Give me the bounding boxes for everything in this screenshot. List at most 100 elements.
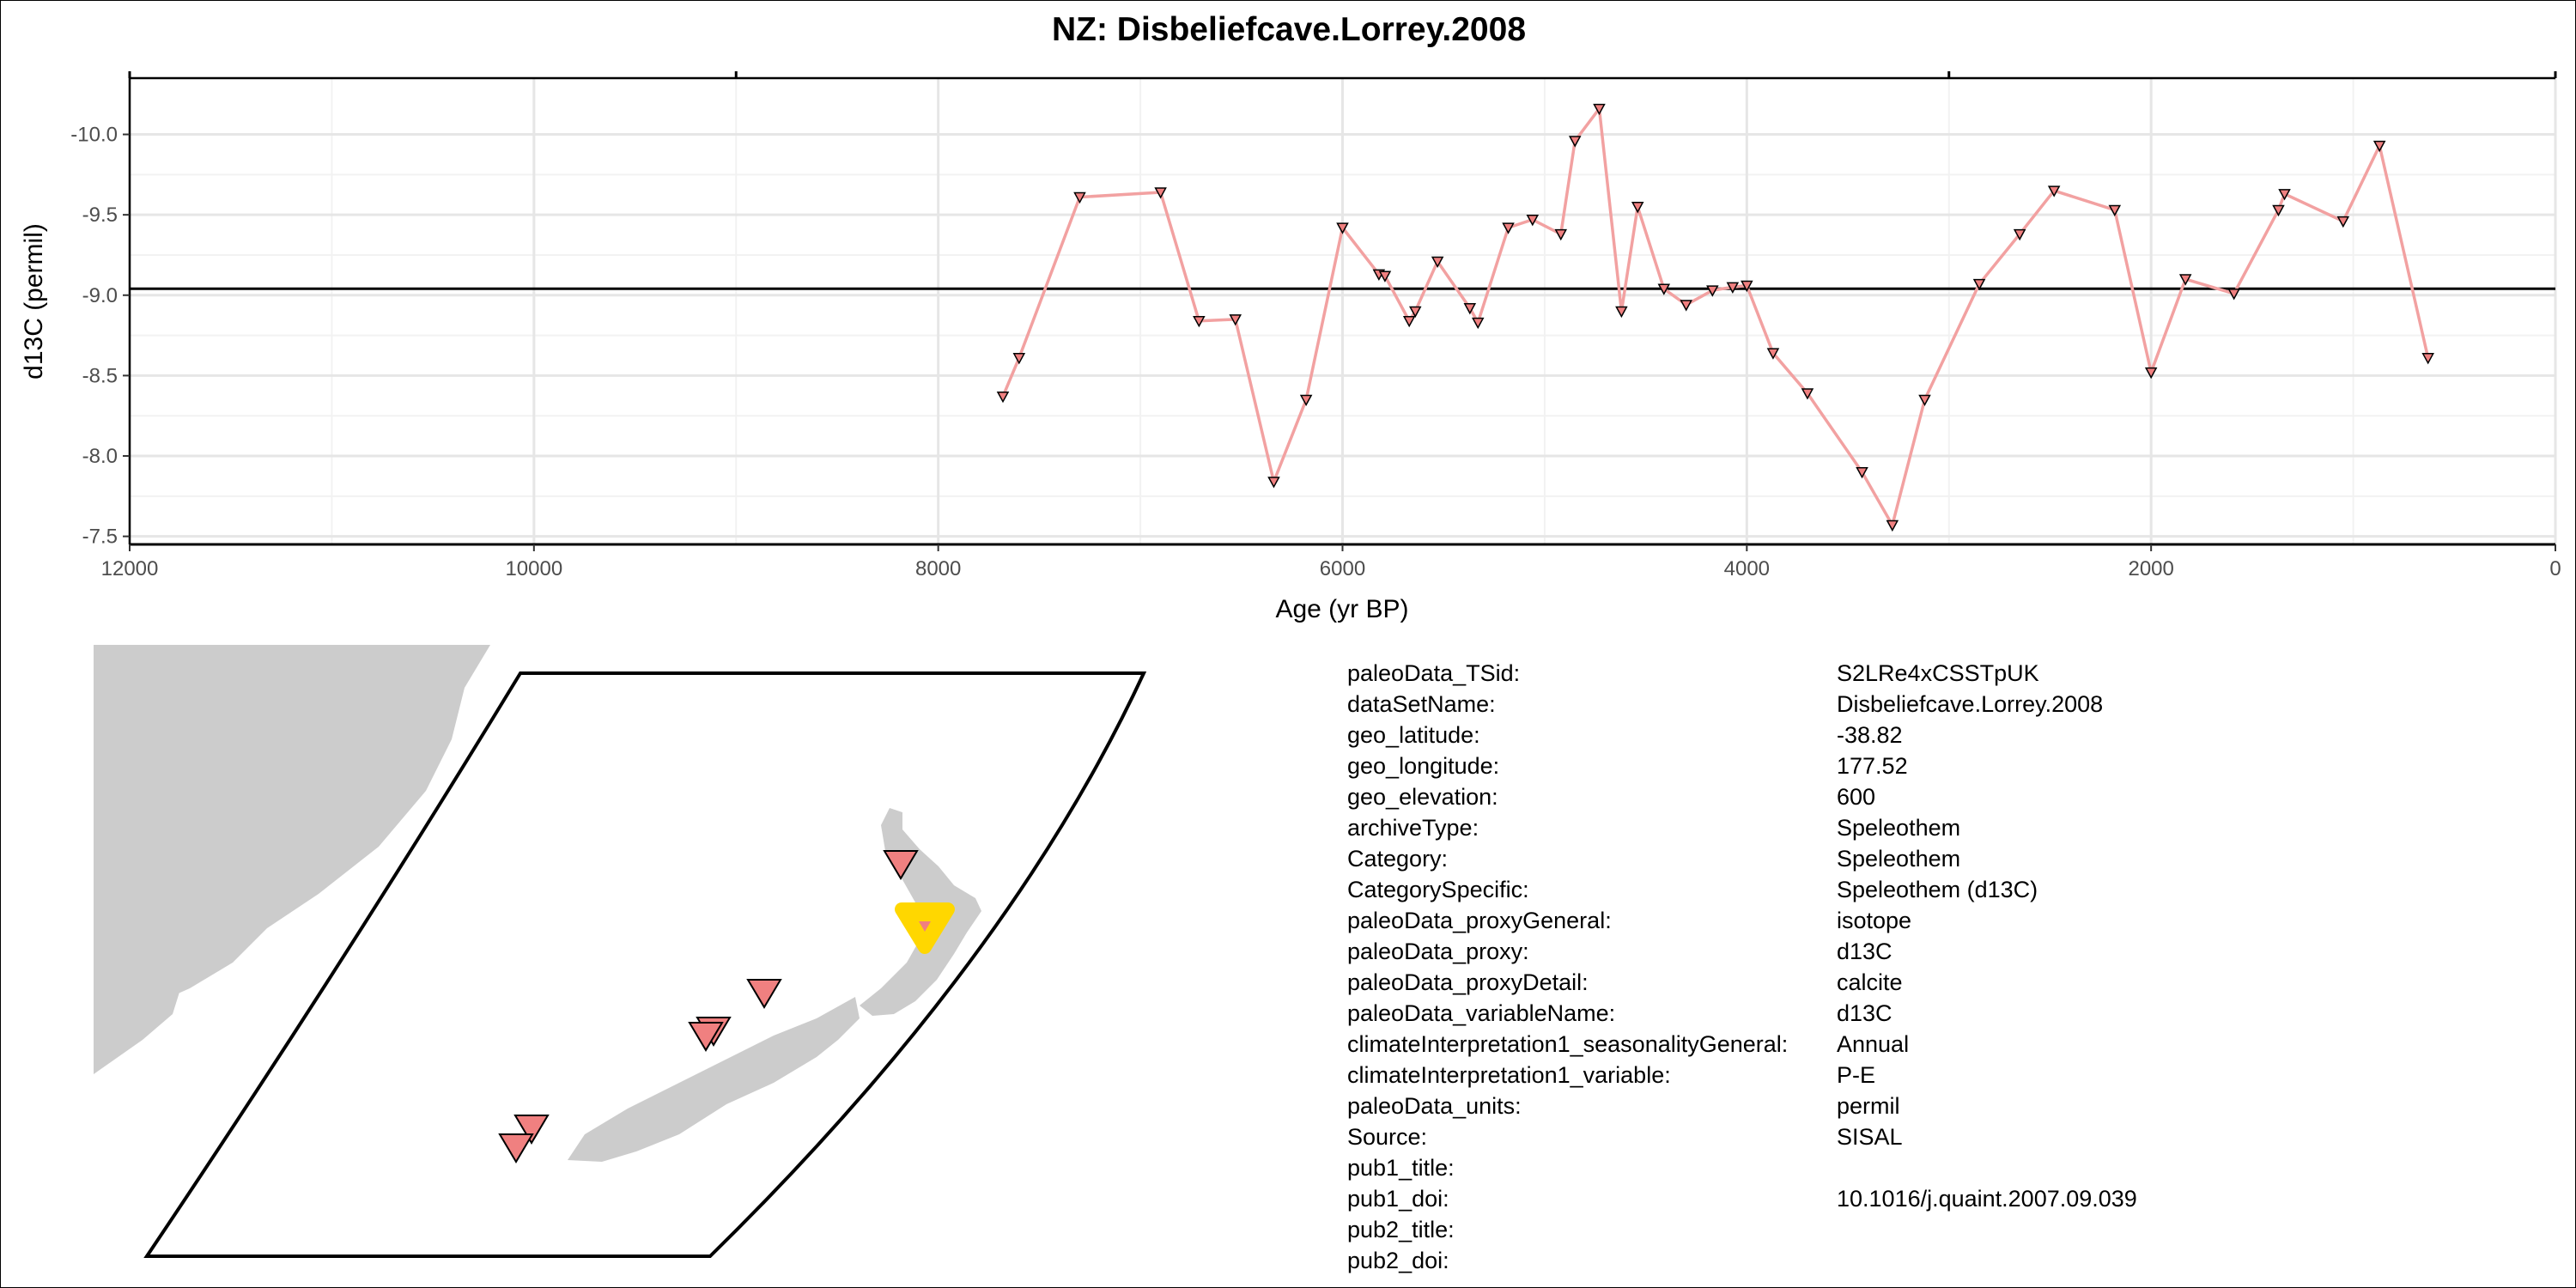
location-map xyxy=(94,645,1147,1258)
data-point xyxy=(2421,353,2434,365)
metadata-row: geo_elevation: 600 xyxy=(1347,781,2137,812)
metadata-row: Category: Speleothem xyxy=(1347,843,2137,874)
data-point xyxy=(2178,274,2192,286)
metadata-key: CategorySpecific: xyxy=(1347,877,1529,902)
x-tick-label: 0 xyxy=(2549,557,2561,580)
data-point xyxy=(1593,103,1606,116)
data-point xyxy=(2336,216,2350,228)
metadata-key: geo_longitude: xyxy=(1347,753,1500,779)
metadata-value: 177.52 xyxy=(1837,753,1908,779)
metadata-row: paleoData_units: permil xyxy=(1347,1091,2137,1121)
data-point xyxy=(2372,140,2386,153)
metadata-row: paleoData_variableName: d13C xyxy=(1347,998,2137,1029)
data-point xyxy=(2272,204,2285,217)
metadata-value: Speleothem xyxy=(1837,815,1961,841)
metadata-value: permil xyxy=(1837,1093,1900,1119)
data-point xyxy=(1073,191,1086,204)
metadata-row: pub2_title: xyxy=(1347,1214,2137,1245)
metadata-value: 10.1016/j.quaint.2007.09.039 xyxy=(1837,1186,2137,1212)
y-tick-label: -9.5 xyxy=(82,204,118,227)
data-point xyxy=(1615,306,1628,319)
y-tick-label: -9.0 xyxy=(82,284,118,307)
metadata-row: archiveType: Speleothem xyxy=(1347,812,2137,843)
y-tick-label: -8.0 xyxy=(82,445,118,468)
data-point xyxy=(1886,519,1899,532)
metadata-key: paleoData_proxyGeneral: xyxy=(1347,908,1612,933)
metadata-row: Source: SISAL xyxy=(1347,1121,2137,1152)
metadata-row: paleoData_proxy: d13C xyxy=(1347,936,2137,967)
y-tick-label: -7.5 xyxy=(82,526,118,549)
metadata-row: pub1_doi: 10.1016/j.quaint.2007.09.039 xyxy=(1347,1183,2137,1214)
metadata-row: climateInterpretation1_variable: P-E xyxy=(1347,1060,2137,1091)
data-point xyxy=(2278,189,2291,201)
metadata-value: d13C xyxy=(1837,939,1893,964)
data-point xyxy=(1336,222,1349,234)
x-tick-label: 8000 xyxy=(915,557,961,580)
metadata-key: archiveType: xyxy=(1347,815,1479,841)
data-point xyxy=(1706,285,1719,297)
metadata-value: S2LRe4xCSSTpUK xyxy=(1837,660,2039,686)
metadata-key: dataSetName: xyxy=(1347,691,1496,717)
data-point xyxy=(1726,282,1740,294)
data-point xyxy=(1012,353,1026,365)
metadata-key: climateInterpretation1_seasonalityGenera… xyxy=(1347,1031,1789,1057)
metadata-key: geo_latitude: xyxy=(1347,722,1480,748)
data-point xyxy=(2144,367,2158,380)
data-point xyxy=(1402,315,1416,328)
metadata-key: paleoData_units: xyxy=(1347,1093,1522,1119)
data-point xyxy=(996,391,1010,404)
metadata-row: climateInterpretation1_seasonalityGenera… xyxy=(1347,1029,2137,1060)
data-point xyxy=(1154,187,1167,199)
grid xyxy=(128,78,2557,544)
metadata-value: SISAL xyxy=(1837,1124,1903,1150)
data-point xyxy=(1408,306,1422,319)
data-point xyxy=(1463,303,1477,315)
site-marker xyxy=(498,1133,534,1163)
metadata-key: pub1_doi: xyxy=(1347,1186,1449,1212)
metadata-key: climateInterpretation1_variable: xyxy=(1347,1062,1671,1088)
data-point xyxy=(1972,278,1986,291)
x-tick-label: 2000 xyxy=(2128,557,2173,580)
metadata-key: geo_elevation: xyxy=(1347,784,1498,810)
metadata-row: paleoData_proxyGeneral: isotope xyxy=(1347,905,2137,936)
y-tick-label: -10.0 xyxy=(70,124,118,147)
metadata-key: pub1_title: xyxy=(1347,1155,1455,1181)
data-point xyxy=(2227,289,2240,301)
metadata-row: CategorySpecific: Speleothem (d13C) xyxy=(1347,874,2137,905)
metadata-row: pub2_doi: xyxy=(1347,1245,2137,1276)
metadata-row: paleoData_proxyDetail: calcite xyxy=(1347,967,2137,998)
data-point xyxy=(1741,280,1753,293)
data-point xyxy=(1299,394,1313,407)
metadata-value: 600 xyxy=(1837,784,1876,810)
y-tick-label: -8.5 xyxy=(82,364,118,387)
data-point xyxy=(1631,202,1644,214)
metadata-key: Source: xyxy=(1347,1124,1428,1150)
data-point xyxy=(1918,394,1931,407)
metadata-value: Speleothem (d13C) xyxy=(1837,877,2038,902)
data-point xyxy=(1657,283,1671,295)
metadata-key: paleoData_variableName: xyxy=(1347,1000,1616,1026)
metadata-value: d13C xyxy=(1837,1000,1893,1026)
axes: 12000 10000 8000 6000 4000 2000 0 -10.0 -9.5 -9.0… xyxy=(70,71,2561,580)
timeseries-chart: 12000 10000 8000 6000 4000 2000 0 -10.0 -9.5 -9.0… xyxy=(20,71,2561,623)
tasmania-landmass xyxy=(94,981,181,1074)
x-axis-title: Age (yr BP) xyxy=(1275,595,1408,623)
data-point xyxy=(1193,315,1206,328)
data-point xyxy=(1568,136,1582,148)
site-marker xyxy=(513,1115,550,1145)
metadata-value: calcite xyxy=(1837,969,1903,995)
highlighted-site-core xyxy=(919,921,931,932)
data-point xyxy=(1267,477,1280,489)
metadata-key: paleoData_TSid: xyxy=(1347,660,1521,686)
data-point xyxy=(2047,185,2061,197)
metadata-value: P-E xyxy=(1837,1062,1876,1088)
metadata-key: pub2_doi: xyxy=(1347,1248,1449,1273)
metadata-row: dataSetName: Disbeliefcave.Lorrey.2008 xyxy=(1347,689,2137,720)
metadata-key: paleoData_proxyDetail: xyxy=(1347,969,1589,995)
data-point xyxy=(1856,466,1868,479)
nz-south-island xyxy=(568,997,860,1162)
metadata-table: paleoData_TSid: S2LRe4xCSSTpUK dataSetName… xyxy=(1347,658,2137,1276)
data-point xyxy=(1378,270,1392,283)
data-point xyxy=(1801,388,1814,400)
